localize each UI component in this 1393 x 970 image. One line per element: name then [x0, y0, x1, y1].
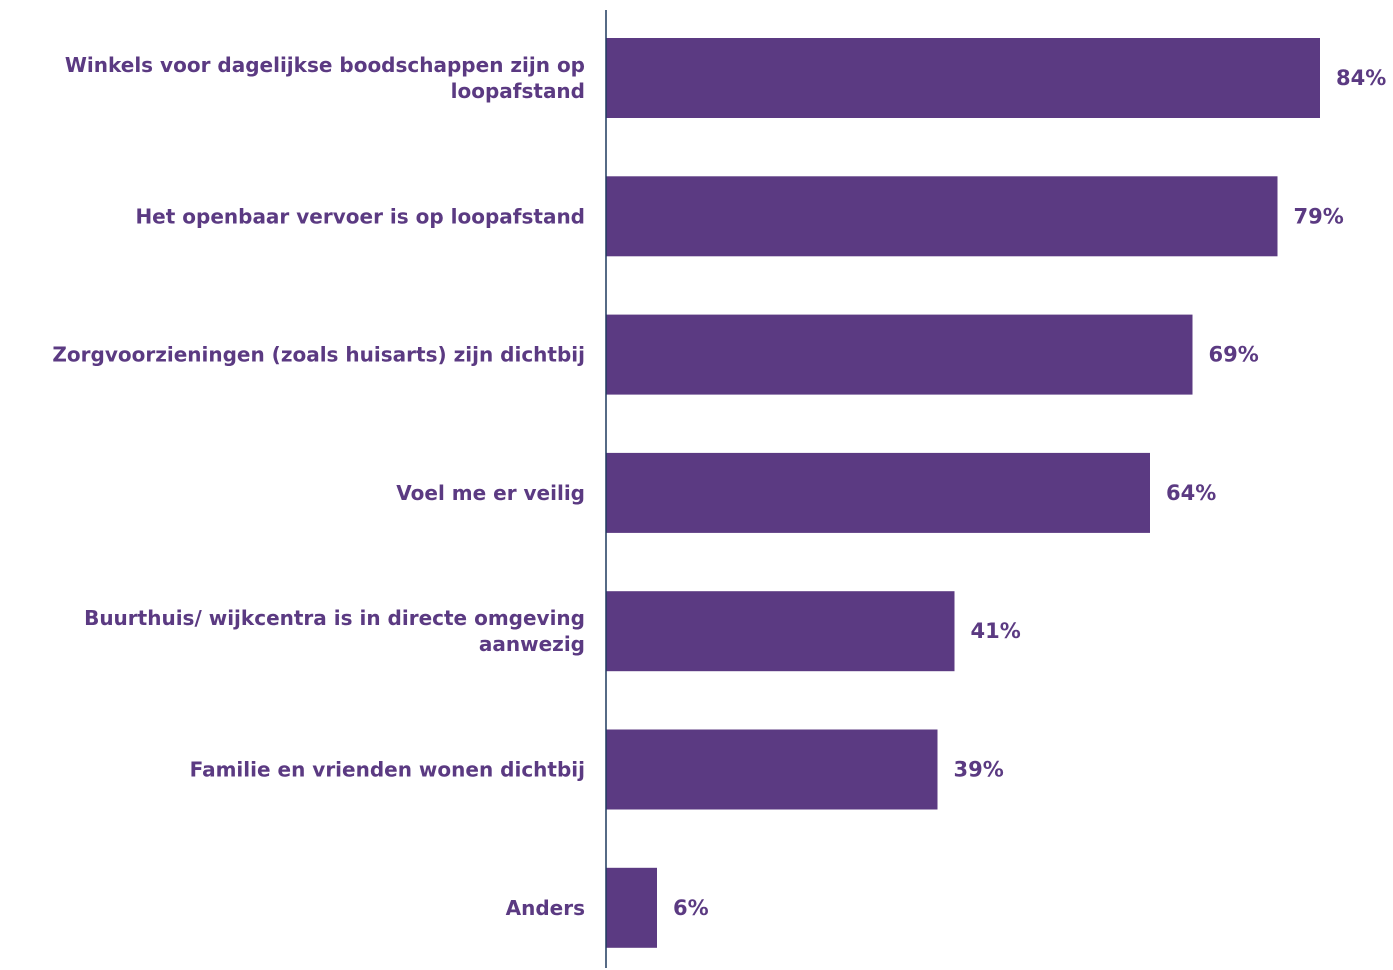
category-label: Voel me er veilig [396, 481, 585, 505]
value-label: 79% [1294, 204, 1344, 228]
category-label: Winkels voor dagelijkse boodschappen zij… [65, 53, 585, 103]
value-label: 64% [1166, 481, 1216, 505]
bar [606, 452, 1150, 533]
bar [606, 38, 1320, 118]
category-label-line: loopafstand [451, 79, 585, 103]
bar [606, 867, 657, 948]
category-label-line: Winkels voor dagelijkse boodschappen zij… [65, 53, 585, 77]
bar [606, 314, 1193, 395]
bar [606, 591, 955, 672]
category-label: Buurthuis/ wijkcentra is in directe omge… [84, 606, 585, 656]
category-label-line: Zorgvoorzieningen (zoals huisarts) zijn … [52, 343, 585, 367]
category-label-line: Familie en vrienden wonen dichtbij [190, 758, 585, 782]
category-labels-layer: Winkels voor dagelijkse boodschappen zij… [52, 53, 585, 920]
value-label: 6% [673, 896, 709, 920]
category-label: Familie en vrienden wonen dichtbij [190, 758, 585, 782]
category-label-line: Het openbaar vervoer is op loopafstand [135, 204, 585, 228]
value-label: 39% [954, 758, 1004, 782]
value-labels-layer: 84% 79% 69% 64% 41% 39% 6% [673, 66, 1386, 920]
category-label: Anders [506, 896, 585, 920]
bar [606, 729, 938, 810]
bar [606, 176, 1278, 257]
category-label-line: aanwezig [479, 632, 585, 656]
category-label-line: Voel me er veilig [396, 481, 585, 505]
category-label-line: Buurthuis/ wijkcentra is in directe omge… [84, 606, 585, 630]
value-label: 41% [971, 619, 1021, 643]
value-label: 84% [1336, 66, 1386, 90]
category-label: Zorgvoorzieningen (zoals huisarts) zijn … [52, 343, 585, 367]
category-label-line: Anders [506, 896, 585, 920]
value-label: 69% [1209, 343, 1259, 367]
category-label: Het openbaar vervoer is op loopafstand [135, 204, 585, 228]
bars-layer [606, 38, 1320, 948]
